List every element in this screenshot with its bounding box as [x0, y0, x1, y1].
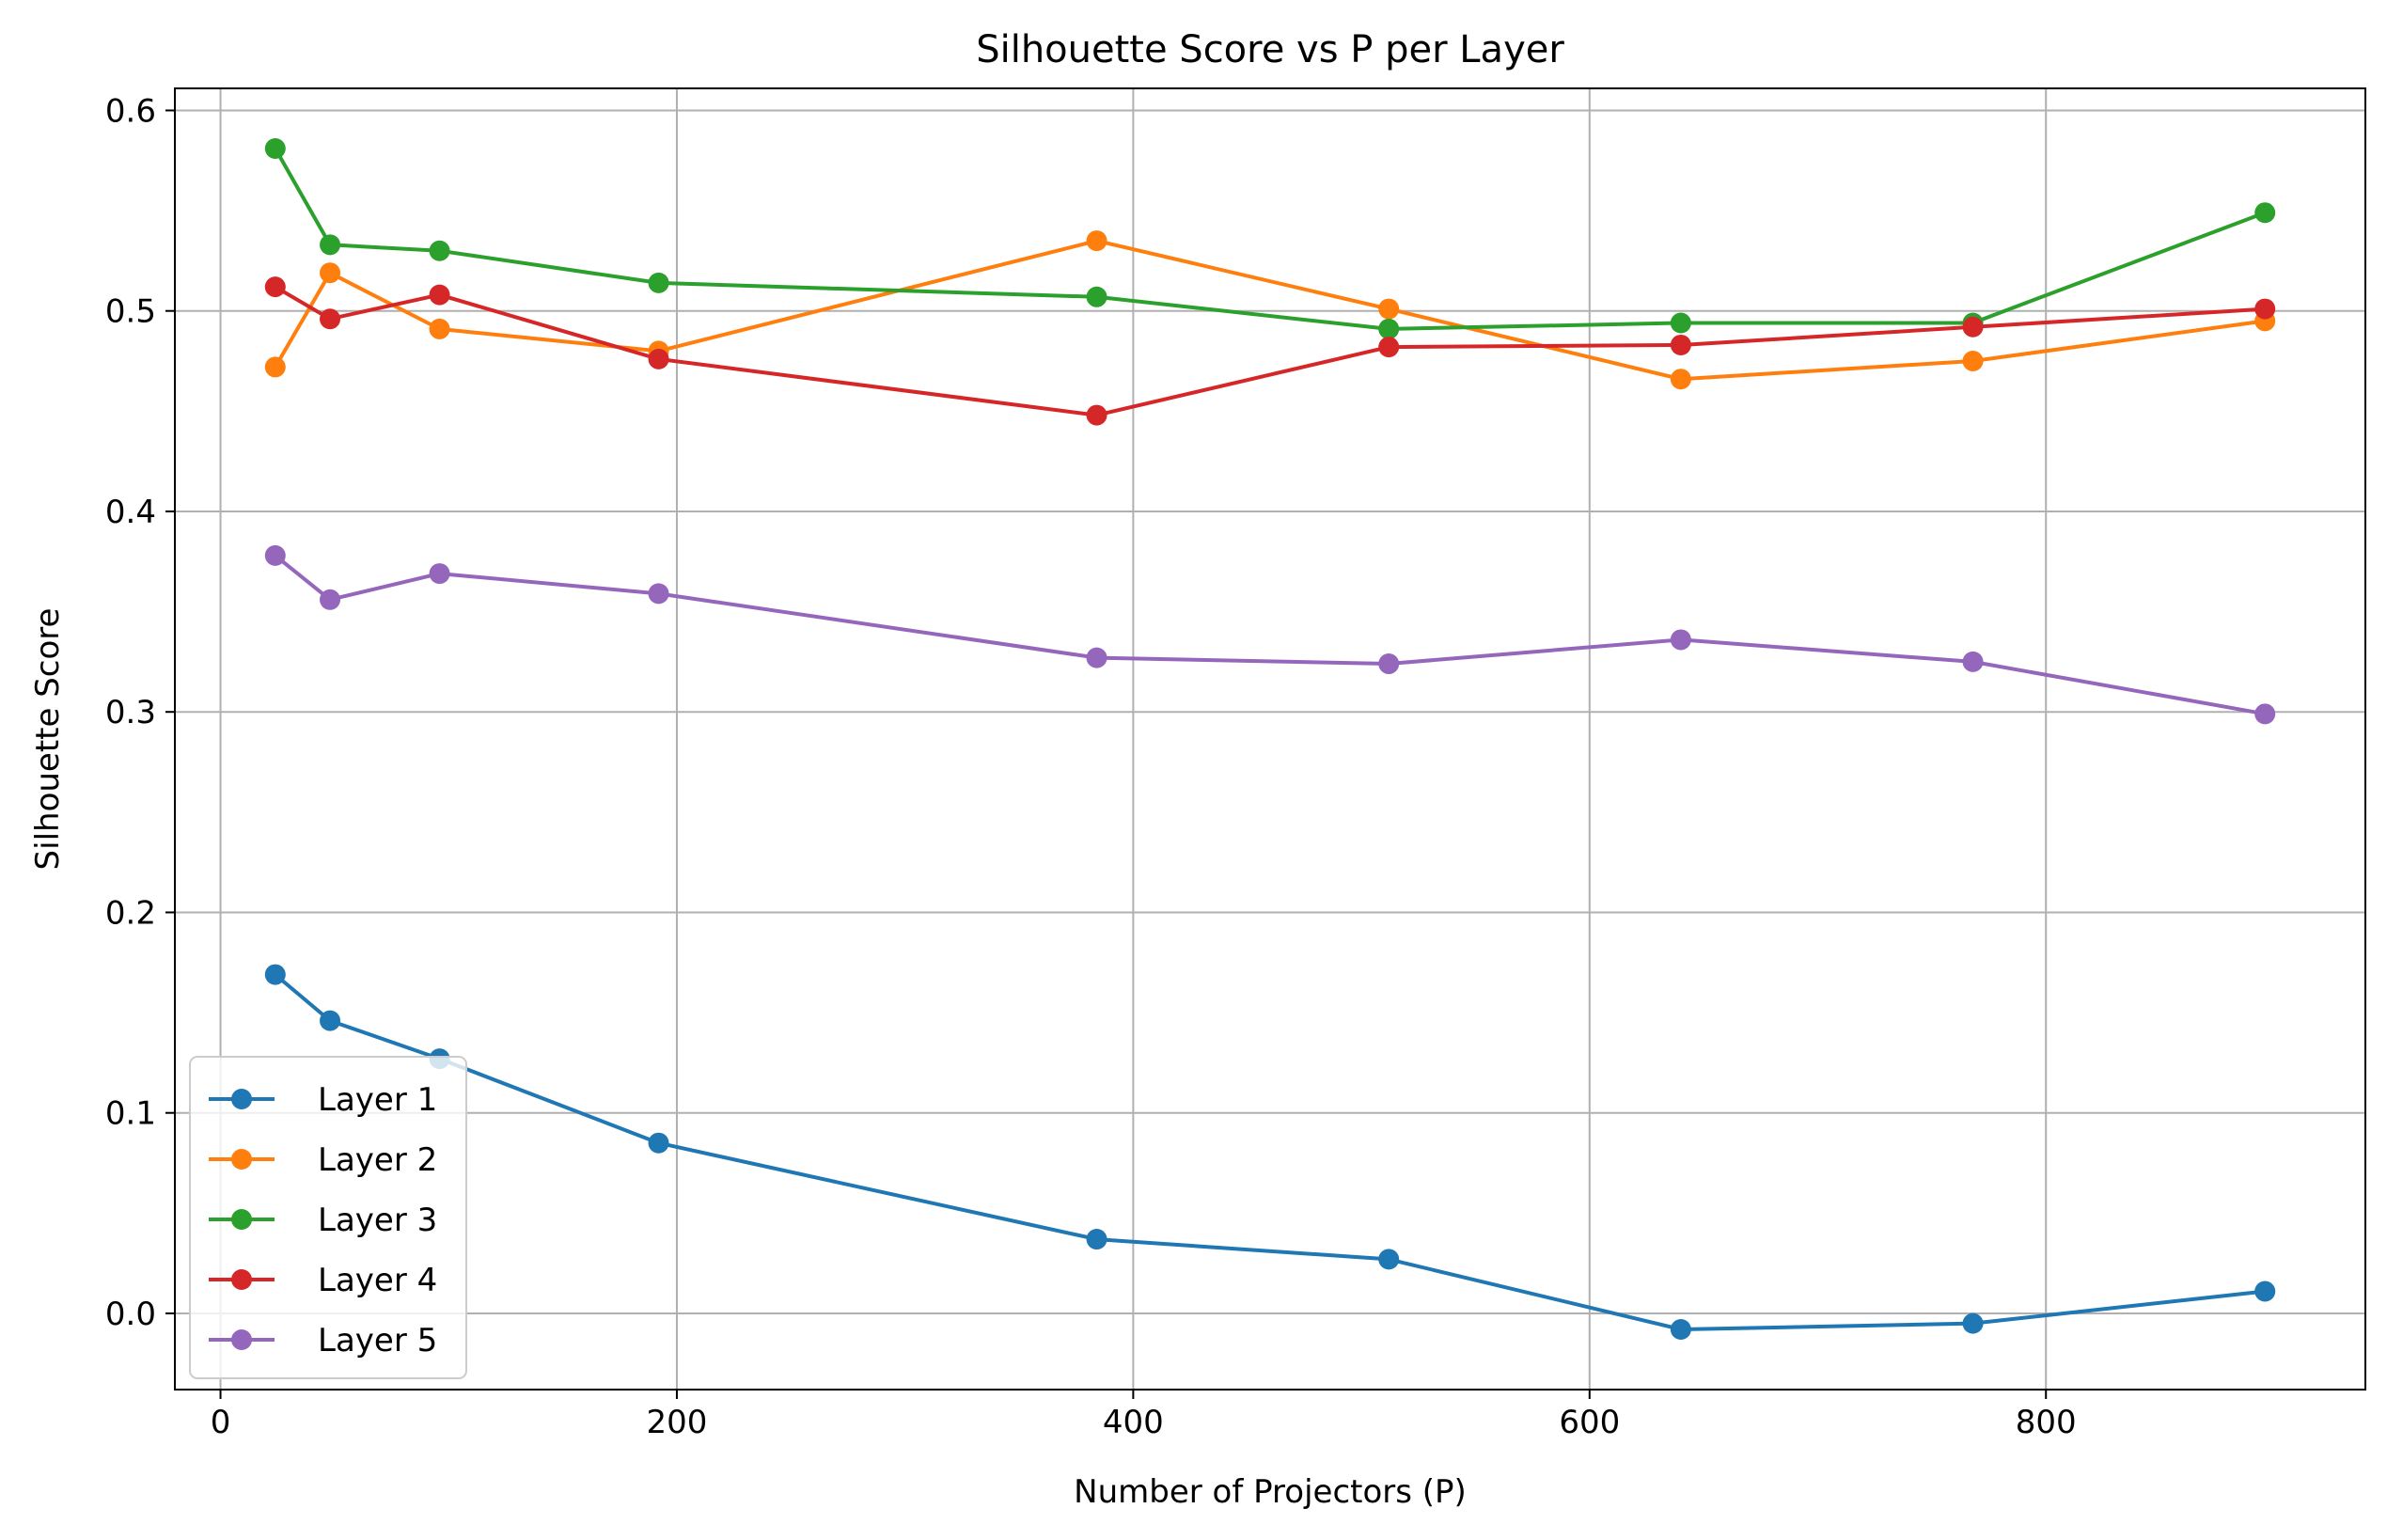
- series-2: [264, 230, 2276, 390]
- x-tick-label: 0: [211, 1404, 231, 1441]
- data-point: [429, 563, 450, 585]
- data-point: [264, 544, 286, 566]
- y-tick-label: 0.3: [105, 694, 156, 731]
- legend-marker: [231, 1089, 252, 1109]
- legend-item: Layer 2: [209, 1141, 437, 1179]
- x-tick-label: 800: [2016, 1404, 2077, 1441]
- data-point: [1962, 651, 1984, 672]
- y-tick-label: 0.5: [105, 293, 156, 331]
- legend-marker: [231, 1269, 252, 1290]
- y-axis-label: Silhouette Score: [29, 608, 67, 871]
- legend-marker: [231, 1329, 252, 1350]
- data-point: [1962, 316, 1984, 338]
- x-tick-label: 600: [1559, 1404, 1620, 1441]
- legend-item: Layer 3: [209, 1202, 437, 1239]
- chart-title: Silhouette Score vs P per Layer: [976, 28, 1564, 71]
- data-point: [1670, 629, 1691, 651]
- data-point: [1670, 369, 1691, 390]
- data-point: [264, 276, 286, 298]
- data-point: [1962, 351, 1984, 372]
- x-tick-label: 400: [1103, 1404, 1164, 1441]
- data-point: [1086, 1229, 1107, 1250]
- legend-item: Layer 4: [209, 1262, 437, 1299]
- legend: Layer 1 Layer 2 Layer 3 Layer 4 Layer 5: [189, 1056, 467, 1379]
- y-tick-label: 0.1: [105, 1095, 156, 1133]
- data-point: [1670, 1319, 1691, 1341]
- ticks: 0 200 400 600 800 0.0 0.1 0.2 0.3 0.4 0.5 0.6: [105, 92, 2077, 1441]
- legend-marker: [231, 1209, 252, 1230]
- legend-label: Layer 3: [318, 1202, 437, 1239]
- data-point: [1962, 1312, 1984, 1334]
- data-point: [320, 262, 341, 284]
- data-point: [648, 1132, 669, 1154]
- y-tick-label: 0.4: [105, 494, 156, 531]
- data-point: [1086, 404, 1107, 426]
- y-tick-label: 0.0: [105, 1296, 156, 1333]
- data-point: [1086, 286, 1107, 307]
- data-point: [320, 308, 341, 330]
- data-point: [1086, 647, 1107, 668]
- x-axis-label: Number of Projectors (P): [1074, 1473, 1467, 1511]
- data-point: [648, 348, 669, 369]
- legend-marker: [231, 1149, 252, 1170]
- legend-label: Layer 1: [318, 1081, 437, 1119]
- data-point: [2254, 1281, 2276, 1302]
- data-point: [1378, 318, 1400, 339]
- x-tick-label: 200: [647, 1404, 708, 1441]
- data-point: [1670, 312, 1691, 334]
- data-point: [2254, 703, 2276, 725]
- legend-item: Layer 5: [209, 1322, 437, 1359]
- series-4: [264, 276, 2276, 426]
- data-point: [1378, 1249, 1400, 1270]
- series-5: [264, 544, 2276, 725]
- legend-item: Layer 1: [209, 1081, 437, 1119]
- y-tick-label: 0.2: [105, 894, 156, 932]
- data-point: [1378, 337, 1400, 358]
- data-point: [648, 583, 669, 605]
- data-point: [2254, 202, 2276, 224]
- y-tick-label: 0.6: [105, 92, 156, 130]
- data-point: [429, 284, 450, 306]
- data-point: [2254, 298, 2276, 320]
- legend-box: [189, 1056, 467, 1379]
- data-point: [1670, 334, 1691, 355]
- plot-frame: [174, 87, 2366, 1391]
- data-point: [264, 356, 286, 378]
- data-point: [264, 964, 286, 985]
- data-point: [648, 272, 669, 293]
- series-layer: [264, 137, 2276, 1341]
- legend-label: Layer 4: [318, 1262, 437, 1299]
- data-point: [1086, 230, 1107, 252]
- legend-label: Layer 5: [318, 1322, 437, 1359]
- data-point: [320, 589, 341, 610]
- data-point: [429, 240, 450, 261]
- series-1: [264, 964, 2276, 1341]
- data-point: [429, 318, 450, 339]
- data-point: [320, 1010, 341, 1031]
- data-point: [1378, 653, 1400, 675]
- data-point: [1378, 298, 1400, 320]
- data-point: [320, 234, 341, 256]
- legend-label: Layer 2: [318, 1141, 437, 1179]
- data-point: [264, 137, 286, 159]
